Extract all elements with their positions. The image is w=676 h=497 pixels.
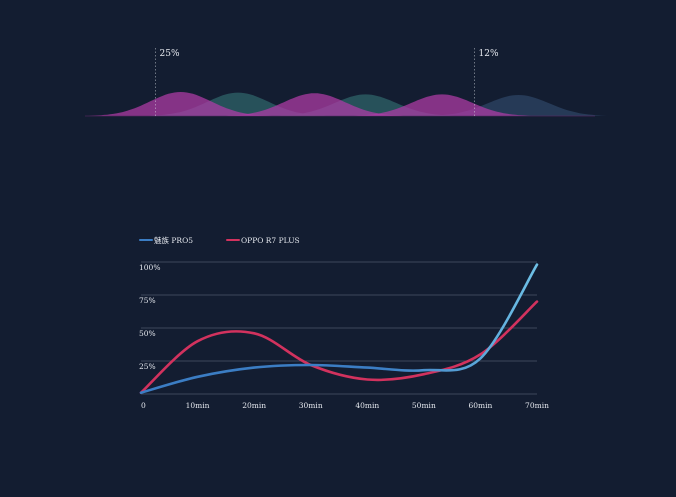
x-tick-label-10min: 10min [186, 401, 210, 410]
legend-item-oppo[interactable]: OPPO R7 PLUS [226, 236, 300, 245]
series-line-meizu [139, 263, 539, 394]
annotation-25-percent: 25% [155, 48, 180, 116]
annotation-12-percent: 12% [474, 48, 499, 116]
y-axis-ticks: 25% 50% 75% 100% [139, 263, 160, 371]
x-tick-label-30min: 30min [299, 401, 323, 410]
x-tick-label-70min: 70min [525, 401, 549, 410]
x-tick-label-20min: 20min [242, 401, 266, 410]
legend-item-meizu[interactable]: 魅族 PRO5 [139, 235, 193, 245]
wave-chart: 25% 12% [85, 48, 611, 117]
x-axis-ticks: 0 10min 20min 30min 40min 50min 60min 70min [141, 401, 549, 410]
y-tick-label-100: 100% [139, 263, 160, 272]
x-tick-label-40min: 40min [355, 401, 379, 410]
data-points [140, 264, 538, 393]
y-tick-label-25: 25% [139, 362, 156, 371]
x-tick-label-0: 0 [141, 401, 146, 410]
series-line-oppo [139, 300, 539, 394]
legend-label-meizu: 魅族 PRO5 [154, 235, 193, 245]
annotation-label: 25% [160, 49, 180, 59]
annotation-label: 12% [479, 49, 499, 59]
line-chart: 25% 50% 75% 100% 0 10min 20min 30min 40min 50min… [139, 261, 549, 410]
y-tick-label-50: 50% [139, 329, 156, 338]
legend: 魅族 PRO5 OPPO R7 PLUS [139, 235, 300, 245]
wave-layer [88, 92, 611, 116]
wave-peak-pink-1 [88, 92, 273, 116]
x-tick-label-60min: 60min [468, 401, 492, 410]
legend-label-oppo: OPPO R7 PLUS [241, 236, 300, 245]
wave-peak-pink-3 [350, 94, 534, 116]
x-tick-label-50min: 50min [412, 401, 436, 410]
wave-peak-pink-2 [222, 93, 407, 116]
y-tick-label-75: 75% [139, 296, 156, 305]
